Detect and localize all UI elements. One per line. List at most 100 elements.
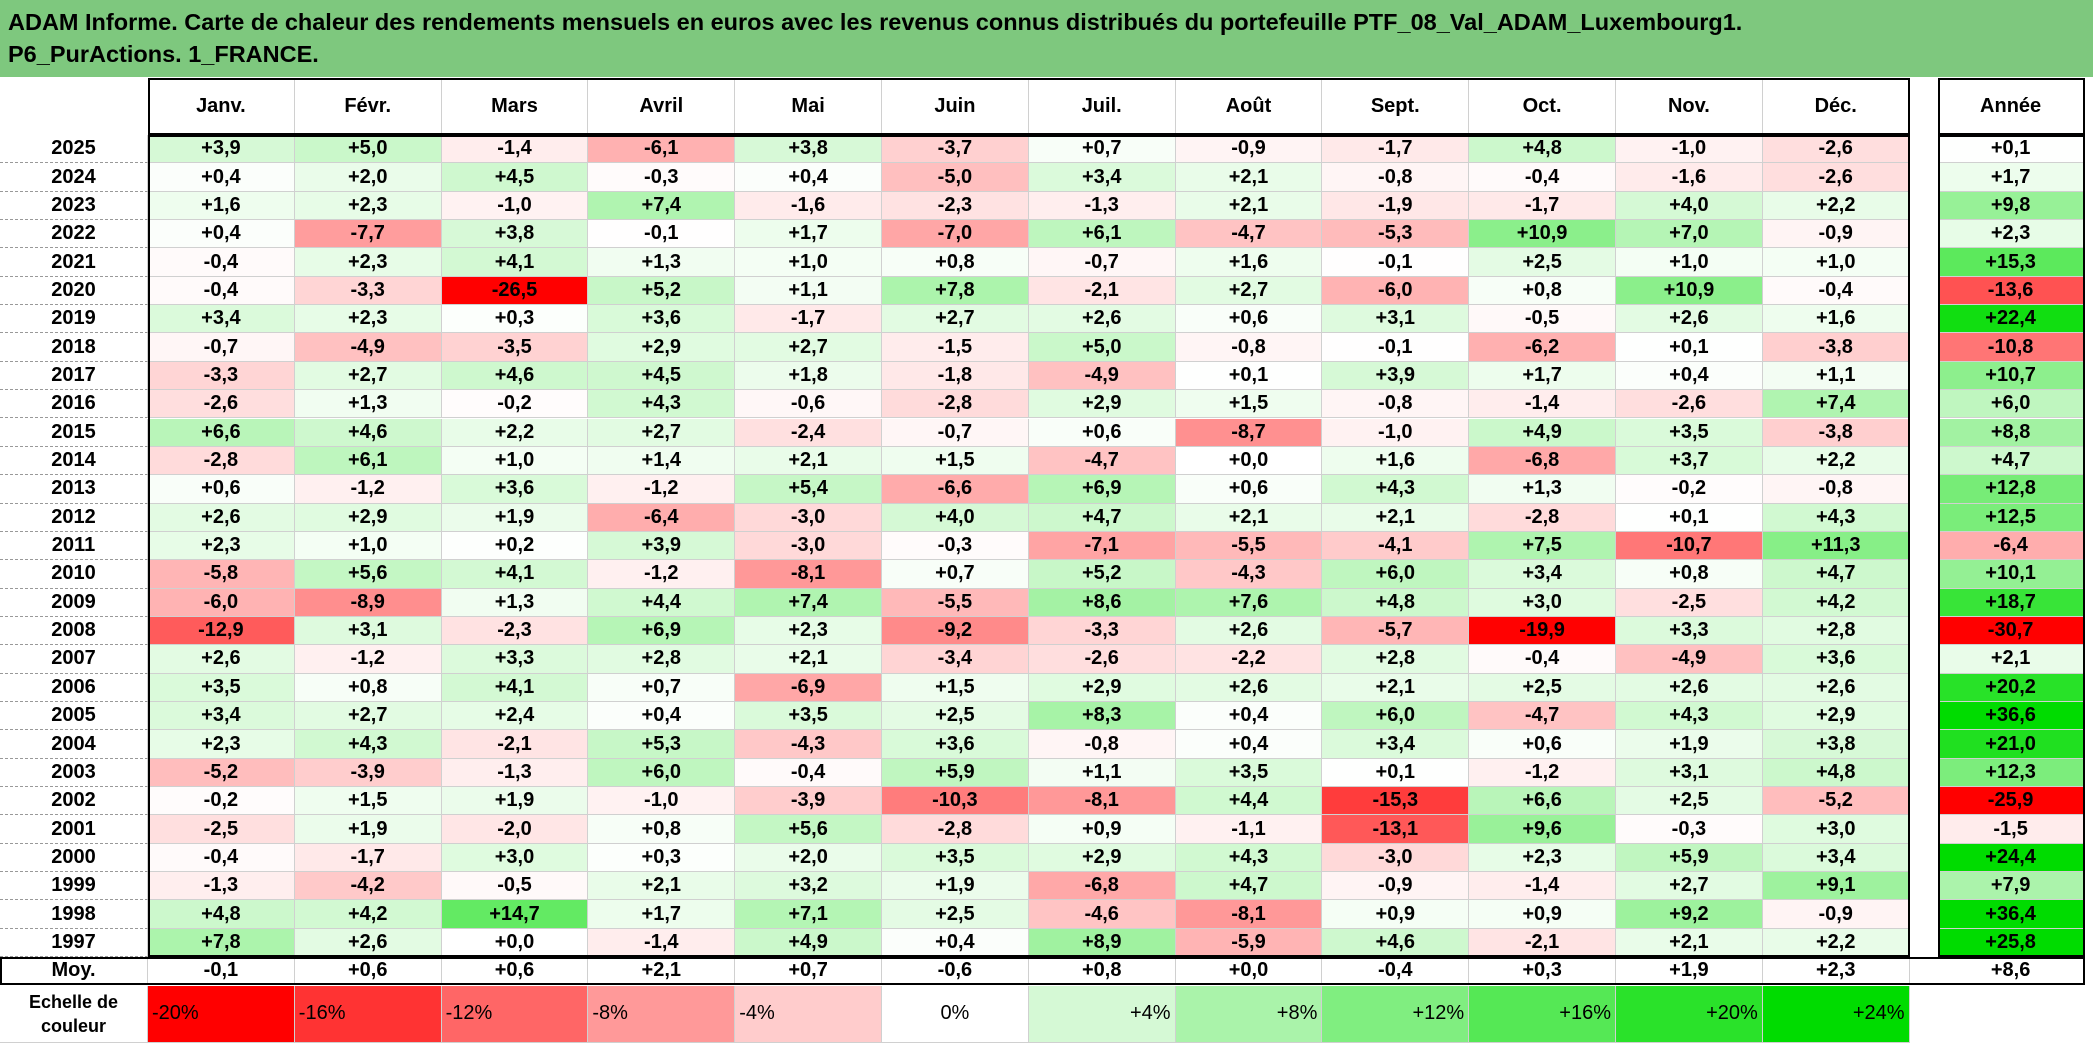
- heat-cell: +2,8: [1762, 616, 1910, 646]
- column-header: Mai: [735, 78, 882, 135]
- heat-cell: +0,0: [441, 928, 589, 958]
- heat-cell: +0,8: [1469, 276, 1616, 306]
- scale-step: +24%: [1762, 985, 1910, 1043]
- heat-cell: +2,9: [1028, 673, 1176, 702]
- heat-cell: +0,2: [441, 531, 589, 561]
- heat-cell: +6,1: [294, 446, 442, 476]
- heat-cell: +1,3: [588, 248, 736, 277]
- column-header: Nov.: [1616, 78, 1763, 135]
- heat-cell: -2,6: [1616, 390, 1763, 419]
- heat-cell: +0,6: [148, 475, 295, 504]
- heat-cell: +2,2: [1762, 928, 1910, 958]
- heat-cell: +3,5: [1616, 418, 1763, 447]
- heat-cell: +8,9: [1028, 928, 1176, 958]
- heat-cell: -1,7: [1322, 135, 1470, 164]
- heat-cell: -5,2: [148, 758, 295, 788]
- row-label: 2021: [0, 248, 148, 277]
- heat-cell: +9,2: [1616, 900, 1763, 929]
- heat-cell: -1,2: [1469, 758, 1616, 788]
- row-label: 2019: [0, 305, 148, 334]
- row-label: 2010: [0, 560, 148, 589]
- heat-cell: +2,6: [1175, 616, 1323, 646]
- heat-cell: -0,9: [1322, 872, 1470, 901]
- heat-cell: -1,2: [588, 560, 736, 589]
- heat-cell: +0,4: [882, 928, 1029, 958]
- row-label: 2024: [0, 163, 148, 192]
- heat-cell: -0,7: [882, 418, 1029, 447]
- heat-cell: -7,7: [294, 220, 442, 249]
- heat-cell: +1,0: [735, 248, 882, 277]
- heat-cell: +2,6: [1616, 673, 1763, 702]
- heat-cell: +3,8: [1762, 730, 1910, 759]
- heat-cell: -2,2: [1175, 645, 1323, 674]
- row-label: 2023: [0, 191, 148, 221]
- heat-cell: +3,8: [735, 135, 882, 164]
- row-label: 2022: [0, 220, 148, 249]
- heat-cell: +1,1: [1762, 361, 1910, 391]
- heat-cell: -8,7: [1175, 418, 1323, 447]
- heat-cell: +2,6: [294, 928, 442, 958]
- heat-cell: +6,9: [588, 616, 736, 646]
- heat-cell: +2,5: [882, 900, 1029, 929]
- heat-cell: -0,9: [1175, 135, 1323, 164]
- heat-cell: -5,3: [1322, 220, 1470, 249]
- heat-cell: -0,4: [735, 758, 882, 788]
- heat-cell: -1,3: [148, 872, 295, 901]
- average-cell: +2,1: [588, 957, 736, 986]
- heat-cell: +2,8: [1322, 645, 1470, 674]
- heat-cell: -2,8: [148, 446, 295, 476]
- heat-cell: +2,9: [294, 503, 442, 532]
- heat-cell: +2,7: [294, 702, 442, 731]
- heat-cell: +4,7: [1175, 872, 1323, 901]
- heat-cell: -5,9: [1175, 928, 1323, 958]
- heat-cell: -0,3: [882, 531, 1029, 561]
- heat-cell: -1,1: [1175, 815, 1323, 844]
- heat-cell: -1,2: [294, 475, 442, 504]
- year-cell: +4,7: [1937, 446, 2085, 476]
- average-cell: +0,6: [294, 957, 442, 986]
- heat-cell: -2,8: [1469, 503, 1616, 532]
- heat-cell: -5,0: [882, 163, 1029, 192]
- heat-cell: +0,3: [441, 305, 589, 334]
- heat-cell: +4,3: [1175, 843, 1323, 873]
- heat-cell: -1,0: [1322, 418, 1470, 447]
- heat-cell: +7,8: [882, 276, 1029, 306]
- heat-cell: +4,6: [441, 361, 589, 391]
- heat-cell: -1,0: [1616, 135, 1763, 164]
- heat-cell: +1,5: [882, 673, 1029, 702]
- heat-cell: +14,7: [441, 900, 589, 929]
- heat-cell: +1,7: [588, 900, 736, 929]
- heat-cell: +5,2: [1028, 560, 1176, 589]
- heat-cell: -0,6: [735, 390, 882, 419]
- heat-cell: -1,6: [735, 191, 882, 221]
- heat-cell: -2,3: [882, 191, 1029, 221]
- heat-cell: +1,0: [294, 531, 442, 561]
- heat-cell: -2,6: [1762, 135, 1910, 164]
- heat-cell: -3,9: [735, 787, 882, 816]
- heat-cell: +1,3: [294, 390, 442, 419]
- heat-cell: -1,4: [588, 928, 736, 958]
- heat-cell: +4,0: [1616, 191, 1763, 221]
- row-label: 2015: [0, 418, 148, 447]
- row-label: 2025: [0, 135, 148, 164]
- heat-cell: +0,4: [588, 702, 736, 731]
- heat-cell: +2,9: [1762, 702, 1910, 731]
- heat-cell: +3,4: [1469, 560, 1616, 589]
- heat-cell: +4,4: [1175, 787, 1323, 816]
- heat-cell: +0,4: [148, 163, 295, 192]
- heat-cell: -8,1: [1028, 787, 1176, 816]
- heat-cell: +3,4: [148, 305, 295, 334]
- heat-cell: -6,9: [735, 673, 882, 702]
- year-cell: +2,3: [1937, 220, 2085, 249]
- heat-cell: -3,3: [294, 276, 442, 306]
- heat-cell: +3,9: [588, 531, 736, 561]
- heat-cell: +2,9: [1028, 843, 1176, 873]
- column-header: Juin: [882, 78, 1029, 135]
- heat-cell: +1,9: [441, 787, 589, 816]
- average-cell: +8,6: [1937, 957, 2085, 986]
- scale-step: -12%: [441, 985, 589, 1043]
- heat-cell: +4,9: [1469, 418, 1616, 447]
- row-label: 2001: [0, 815, 148, 844]
- heat-cell: +10,9: [1469, 220, 1616, 249]
- heat-cell: +3,1: [1616, 758, 1763, 788]
